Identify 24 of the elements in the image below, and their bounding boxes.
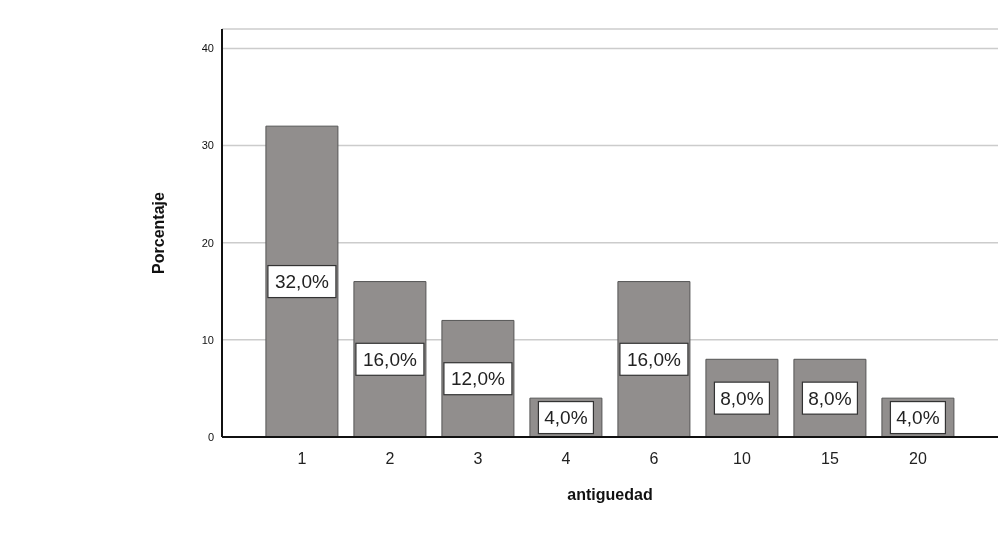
x-tick-label: 2 <box>385 450 395 468</box>
data-label: 4,0% <box>896 407 940 429</box>
y-tick-label: 10 <box>201 333 214 346</box>
data-label: 12,0% <box>450 368 505 390</box>
data-label: 16,0% <box>626 348 681 370</box>
data-label: 16,0% <box>362 348 417 370</box>
x-tick-label: 6 <box>649 450 659 468</box>
x-axis-title: antiguedad <box>567 486 653 504</box>
bar <box>265 125 339 437</box>
y-tick-label: 30 <box>201 139 214 152</box>
x-tick-label: 1 <box>297 450 307 468</box>
y-tick-label: 20 <box>201 236 214 249</box>
x-tick-label: 15 <box>821 450 839 468</box>
x-tick-label: 3 <box>473 450 483 468</box>
data-label: 8,0% <box>808 387 852 409</box>
y-tick-label: 40 <box>201 42 214 55</box>
y-tick-label: 0 <box>207 430 214 443</box>
data-label: 4,0% <box>544 407 588 429</box>
x-tick-label: 10 <box>733 450 751 468</box>
data-label: 32,0% <box>274 271 329 293</box>
y-axis-title: Porcentaje <box>149 191 167 274</box>
data-label: 8,0% <box>720 387 764 409</box>
x-tick-label: 20 <box>909 450 927 468</box>
x-tick-label: 4 <box>561 450 571 468</box>
